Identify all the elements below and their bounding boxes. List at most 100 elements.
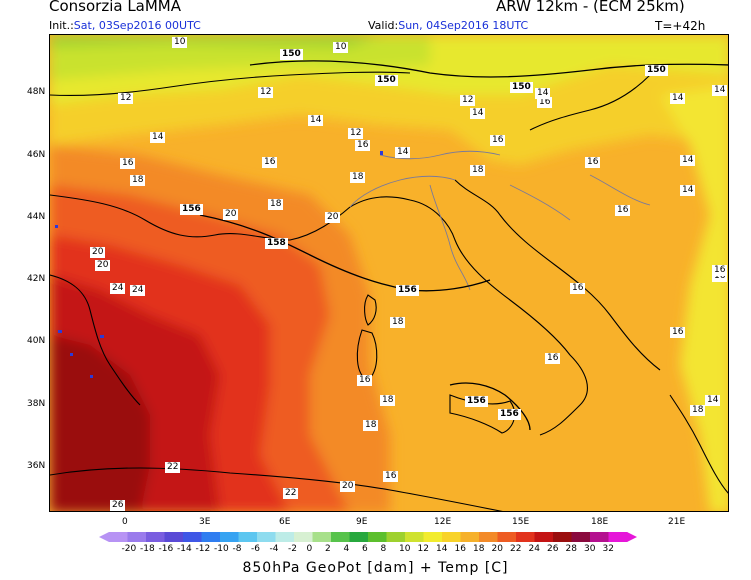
temperature-label: 12 [348,128,364,139]
colorbar-swatch [331,532,350,542]
colorbar-tick-label: -14 [177,544,192,554]
colorbar-swatch [423,532,443,542]
temperature-label: 18 [363,420,379,431]
geopotential-label: 158 [265,238,288,249]
map-caption: 850hPa GeoPot [dam] + Temp [C] [242,560,509,576]
temperature-label: 20 [340,481,356,492]
temperature-label: 10 [172,37,188,48]
colorbar-tick-label: 30 [584,544,596,554]
colorbar-tick-label: 14 [436,544,448,554]
model-title: ARW 12km - (ECM 25km) [496,0,685,15]
longitude-label: 6E [279,517,291,527]
temperature-label: 22 [165,462,181,473]
temperature-label: 16 [670,327,686,338]
colorbar-tick-label: -16 [158,544,174,554]
colorbar-swatch [386,532,406,542]
colorbar-tick-label: 24 [528,544,540,554]
colorbar-swatch [442,532,461,542]
latitude-label: 42N [27,274,46,284]
colorbar-tick-label: 0 [306,544,313,554]
valid-time: Valid:Sun, 04Sep2016 18UTC [368,19,528,32]
temperature-label: 12 [460,95,476,106]
init-label: Init.: [49,19,74,32]
geopotential-label: 150 [280,49,303,60]
colorbar-swatch [349,532,369,542]
colorbar-swatch [146,532,165,542]
colorbar-swatch [571,532,591,542]
lead-time: T=+42h [655,19,706,33]
longitude-label: 21E [668,517,686,527]
temp-band-28 [50,335,150,511]
init-time: Init.:Sat, 03Sep2016 00UTC [49,19,201,32]
init-value: Sat, 03Sep2016 00UTC [73,19,201,32]
longitude-label: 9E [356,517,368,527]
longitude-label: 12E [434,517,452,527]
temperature-label: 16 [570,283,586,294]
geopotential-label: 156 [180,204,203,215]
temperature-label: 16 [545,353,561,364]
colorbar-tick-label: -8 [232,544,242,554]
colorbar-swatch [220,532,239,542]
latitude-label: 44N [27,212,46,222]
temperature-label: 24 [130,285,146,296]
colorbar-tick-label: -2 [288,544,297,554]
colorbar-tick-label: 18 [473,544,485,554]
colorbar-swatch [109,532,128,542]
temperature-field [50,35,728,511]
temperature-label: 16 [262,157,278,168]
temperature-label: 18 [470,165,486,176]
temperature-label: 16 [383,471,399,482]
temperature-label: 18 [380,395,396,406]
geopotential-label: 150 [375,75,398,86]
longitude-label: 3E [199,517,211,527]
colorbar-swatch [127,532,147,542]
colorbar-tick-label: -4 [269,544,279,554]
colorbar-tick-label: 6 [362,544,368,554]
temperature-label: 20 [90,247,106,258]
colorbar-min-arrow [99,532,109,542]
colorbar-tick-label: 28 [565,544,577,554]
latitude-label: 36N [27,461,46,471]
colorbar-swatch [368,532,387,542]
colorbar-swatch [294,532,313,542]
temperature-label: 22 [283,488,299,499]
colorbar-swatch [275,532,295,542]
colorbar-tick-label: 20 [491,544,503,554]
temperature-label: 16 [712,271,728,282]
geopotential-label: 150 [510,82,533,93]
colorbar-max-arrow [627,532,637,542]
temp-band-10 [50,35,380,47]
colorbar-tick-label: 16 [454,544,466,554]
temperature-label: 16 [615,205,631,216]
colorbar-swatch [553,532,572,542]
longitude-label: 18E [591,517,609,527]
geopotential-label: 156 [498,409,521,420]
temperature-label: 16 [585,157,601,168]
temperature-label: 14 [670,93,686,104]
colorbar-tick-label: 32 [602,544,614,554]
temperature-label: 14 [712,85,728,96]
temperature-label: 18 [130,175,146,186]
colorbar-tick-label: 4 [343,544,350,554]
colorbar-swatch [516,532,535,542]
temperature-label: 12 [118,93,134,104]
geopotential-label: 156 [465,396,488,407]
colorbar-swatch [497,532,517,542]
temperature-label: 14 [705,395,721,406]
temperature-label: 10 [333,42,349,53]
colorbar-tick-label: 10 [399,544,411,554]
colorbar-swatch [479,532,498,542]
temperature-label: 16 [355,140,371,151]
temperature-colorbar [99,532,637,542]
colorbar-tick-label: -20 [121,544,137,554]
colorbar-tick-label: -12 [195,544,211,554]
valid-value: Sun, 04Sep2016 18UTC [398,19,529,32]
temperature-label: 12 [258,87,274,98]
latitude-label: 40N [27,336,46,346]
geopotential-label: 156 [396,285,419,296]
colorbar-swatch [201,532,221,542]
forecast-map: 10 10 12 12 12 14 14 14 12 16 16 16 16 14 14 16 16 18 18 18… [49,34,729,512]
longitude-label: 15E [512,517,530,527]
longitude-label: 0 [122,517,128,527]
temperature-label: 16 [537,97,553,108]
